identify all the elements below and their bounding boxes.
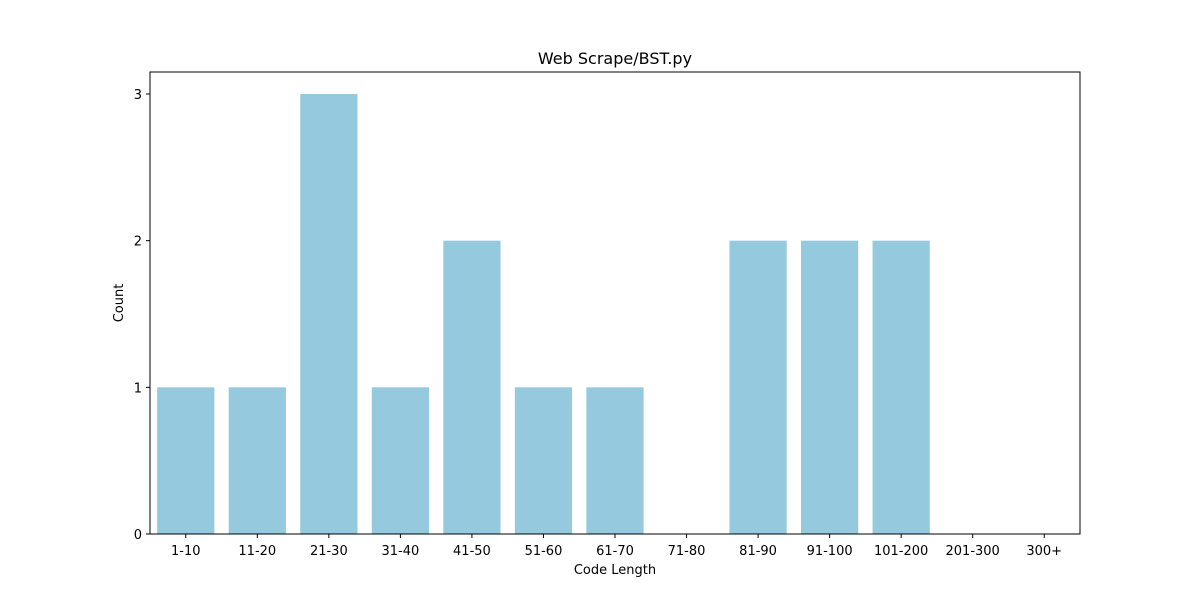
x-tick-label: 31-40	[381, 544, 419, 559]
bar-101-200	[872, 240, 930, 534]
x-tick-label: 41-50	[453, 544, 491, 559]
x-tick-label: 91-100	[807, 544, 853, 559]
x-tick-label: 81-90	[739, 544, 777, 559]
bar-41-50	[443, 240, 501, 534]
y-tick-label: 0	[134, 528, 142, 543]
x-tick-label: 1-10	[171, 544, 201, 559]
bar-61-70	[586, 387, 644, 534]
bar-1-10	[157, 387, 215, 534]
bar-91-100	[801, 240, 859, 534]
x-tick-label: 201-300	[946, 544, 1000, 559]
bar-81-90	[729, 240, 787, 534]
y-tick-label: 2	[134, 235, 142, 250]
bar-31-40	[371, 387, 429, 534]
y-axis-label: Count	[112, 284, 127, 323]
x-axis-label: Code Length	[574, 563, 656, 578]
bar-11-20	[228, 387, 286, 534]
x-tick-label: 71-80	[668, 544, 706, 559]
bar-51-60	[514, 387, 573, 534]
x-tick-label: 300+	[1026, 544, 1062, 559]
x-tick-label: 21-30	[310, 544, 348, 559]
x-tick-label: 61-70	[596, 544, 634, 559]
bar-21-30	[300, 94, 358, 534]
plot-area: 1-10 11-20 21-30 31-40 41-50 51-60 61-70 71-80 8…	[134, 88, 1062, 559]
y-tick-label: 1	[134, 381, 142, 396]
x-tick-label: 11-20	[238, 544, 276, 559]
y-tick-label: 3	[134, 88, 142, 103]
x-tick-label: 101-200	[874, 544, 928, 559]
x-tick-label: 51-60	[525, 544, 563, 559]
chart-title: Web Scrape/BST.py	[538, 49, 692, 68]
plot-frame	[149, 71, 1081, 535]
